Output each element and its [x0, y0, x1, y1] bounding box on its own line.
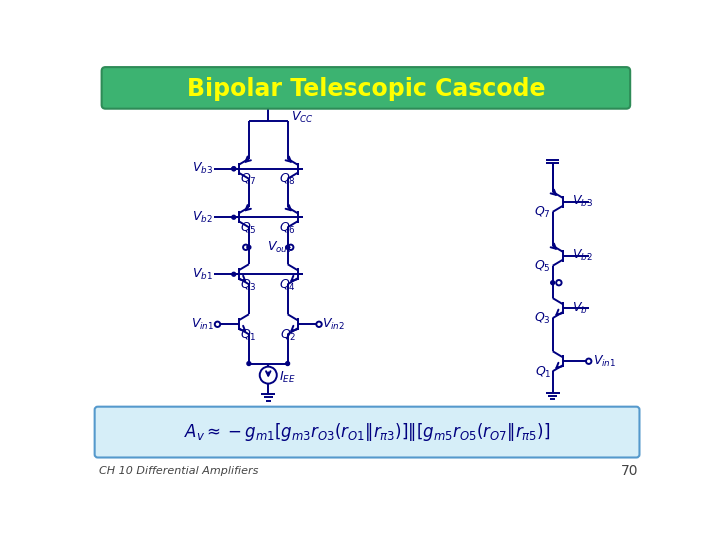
Text: $V_{b3}$: $V_{b3}$ — [572, 194, 593, 210]
FancyBboxPatch shape — [102, 67, 630, 109]
Text: $Q_1$: $Q_1$ — [534, 364, 551, 380]
Text: $V_{in1}$: $V_{in1}$ — [191, 317, 215, 332]
Circle shape — [286, 245, 289, 249]
Circle shape — [551, 281, 554, 285]
Text: $V_{b2}$: $V_{b2}$ — [192, 210, 213, 225]
Circle shape — [247, 245, 251, 249]
Circle shape — [232, 167, 235, 171]
Text: $V_{CC}$: $V_{CC}$ — [291, 110, 313, 125]
Text: $Q_7$: $Q_7$ — [240, 172, 257, 187]
Text: $V_b$: $V_b$ — [572, 301, 588, 316]
Text: $Q_4$: $Q_4$ — [279, 278, 296, 293]
Text: $V_{in1}$: $V_{in1}$ — [593, 354, 616, 369]
Text: $Q_5$: $Q_5$ — [534, 259, 551, 274]
Circle shape — [232, 272, 235, 276]
Text: $Q_3$: $Q_3$ — [240, 278, 257, 293]
Circle shape — [247, 362, 251, 366]
Text: $V_{in2}$: $V_{in2}$ — [322, 317, 346, 332]
Text: $Q_2$: $Q_2$ — [279, 328, 296, 342]
Text: $V_{out}$: $V_{out}$ — [266, 240, 292, 255]
Text: Bipolar Telescopic Cascode: Bipolar Telescopic Cascode — [186, 77, 545, 100]
Text: $V_{b2}$: $V_{b2}$ — [572, 248, 593, 264]
Text: 70: 70 — [621, 464, 639, 478]
Text: CH 10 Differential Amplifiers: CH 10 Differential Amplifiers — [99, 467, 258, 476]
Text: $Q_6$: $Q_6$ — [279, 220, 296, 235]
FancyBboxPatch shape — [94, 407, 639, 457]
Text: $Q_7$: $Q_7$ — [534, 205, 551, 220]
Circle shape — [232, 167, 235, 171]
Text: $V_{b1}$: $V_{b1}$ — [192, 267, 213, 282]
Text: $V_{b3}$: $V_{b3}$ — [192, 161, 213, 176]
Text: $I_{EE}$: $I_{EE}$ — [279, 370, 296, 385]
Text: $Q_1$: $Q_1$ — [240, 328, 257, 342]
Text: $Q_5$: $Q_5$ — [240, 220, 257, 235]
Circle shape — [286, 362, 289, 366]
Text: $Q_8$: $Q_8$ — [279, 172, 296, 187]
Text: $Q_3$: $Q_3$ — [534, 312, 551, 327]
Circle shape — [232, 215, 235, 219]
Text: $A_v \approx -g_{m1}\left[g_{m3}r_{O3}\left(r_{O1} \| r_{\pi 3}\right)\right]\|\: $A_v \approx -g_{m1}\left[g_{m3}r_{O3}\l… — [184, 421, 551, 443]
